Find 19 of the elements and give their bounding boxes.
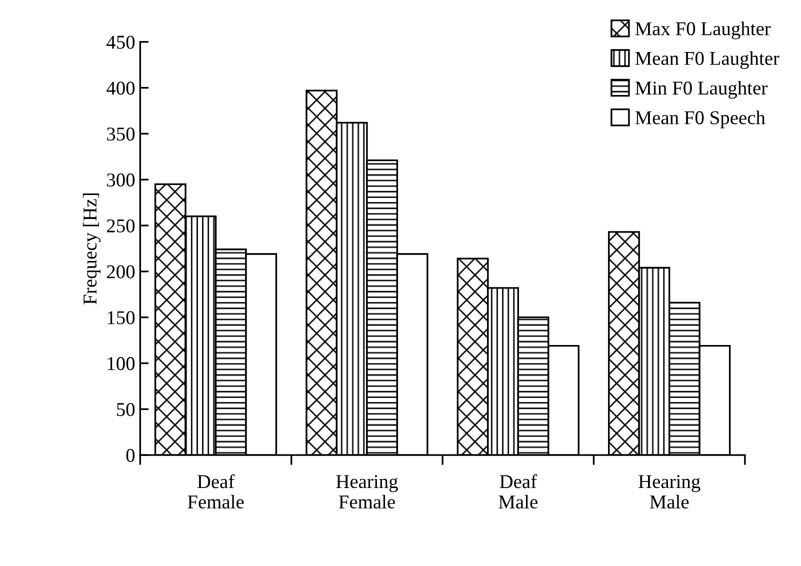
legend-label: Max F0 Laughter bbox=[635, 22, 771, 40]
y-tick-label: 400 bbox=[106, 82, 135, 95]
y-axis-title: Frequecy [Hz] bbox=[82, 194, 101, 304]
legend-label: Mean F0 Laughter bbox=[635, 51, 780, 69]
x-tick-label: Hearing Male bbox=[638, 475, 700, 509]
y-tick-label: 250 bbox=[107, 219, 135, 232]
y-tick-label: 50 bbox=[117, 402, 135, 416]
y-tick-label: 0 bbox=[126, 448, 135, 462]
x-tick-label: Hearing Female bbox=[336, 475, 398, 509]
y-tick-label: 200 bbox=[107, 265, 135, 278]
y-tick-label: 100 bbox=[108, 357, 135, 370]
legend-label: Mean F0 Speech bbox=[635, 110, 766, 128]
x-tick-label: Deaf Male bbox=[498, 474, 538, 509]
y-tick-label: 300 bbox=[107, 173, 135, 187]
legend-label: Min F0 Laughter bbox=[635, 80, 768, 99]
x-tick-label: Deaf Female bbox=[188, 474, 244, 509]
y-tick-label: 150 bbox=[108, 311, 135, 324]
y-tick-label: 350 bbox=[107, 128, 135, 141]
y-tick-label: 450 bbox=[106, 36, 135, 49]
